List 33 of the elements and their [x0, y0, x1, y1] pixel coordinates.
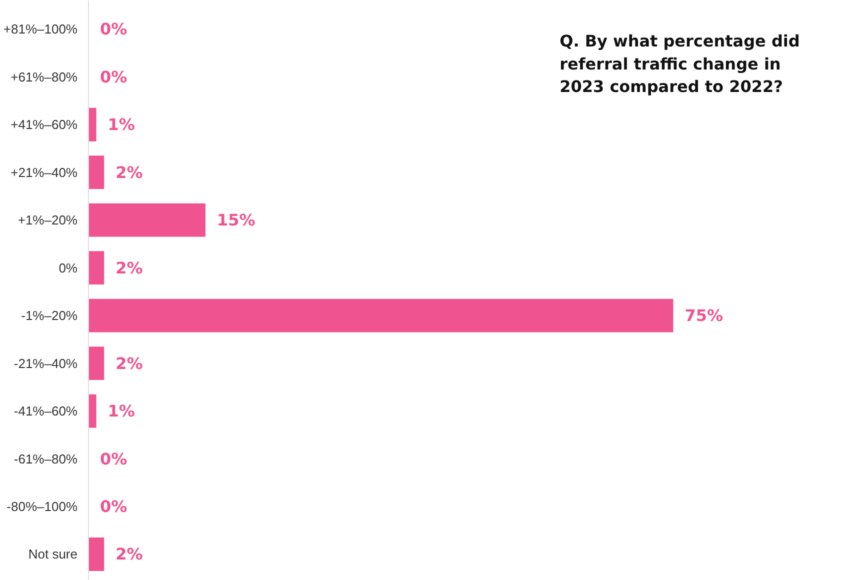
data-label: 15%: [216, 210, 256, 230]
y-tick-label: +81%–100%: [3, 22, 78, 37]
data-label: 2%: [116, 544, 143, 564]
data-label: 0%: [100, 20, 128, 39]
bar: [88, 108, 96, 142]
data-label: 2%: [116, 162, 143, 182]
y-tick-label: +61%–80%: [10, 69, 78, 84]
data-label: 0%: [100, 497, 128, 516]
data-label: 2%: [116, 258, 143, 278]
y-tick-label: -80%–100%: [6, 499, 78, 514]
data-label: 75%: [684, 306, 724, 326]
y-tick-label: -21%–40%: [14, 356, 78, 371]
y-tick-label: -41%–60%: [14, 404, 78, 419]
bar: [88, 346, 104, 380]
y-tick-label: 0%: [58, 260, 78, 276]
data-label: 1%: [108, 402, 135, 421]
bar: [88, 394, 96, 428]
data-label: 0%: [100, 67, 128, 86]
y-tick-label: +21%–40%: [10, 164, 78, 180]
y-tick-label: -61%–80%: [14, 451, 78, 466]
bar: [88, 298, 674, 332]
y-tick-label: Not sure: [28, 546, 78, 562]
y-tick-label: -1%–20%: [21, 308, 78, 324]
data-label: 0%: [100, 449, 128, 468]
bar: [88, 538, 104, 571]
y-tick-label: +41%–60%: [10, 117, 78, 132]
bar: [88, 203, 206, 237]
data-label: 1%: [108, 115, 135, 134]
data-label: 2%: [116, 354, 143, 373]
bar: [88, 251, 104, 285]
y-tick-label: +1%–20%: [18, 212, 78, 228]
text: Q. By what percentage did referral traffic change in 2023 compared to 2022?: [560, 32, 800, 96]
bar: [88, 156, 104, 190]
